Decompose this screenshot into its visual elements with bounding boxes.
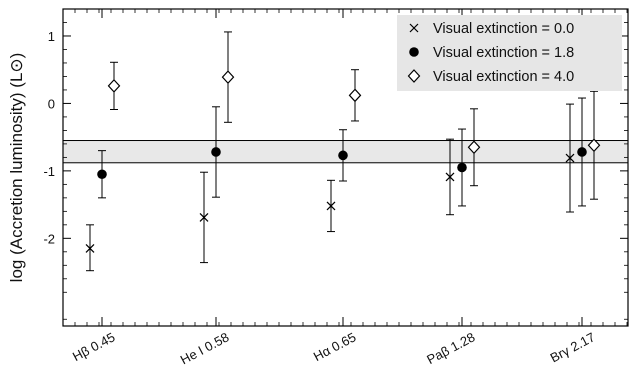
legend-marker (409, 23, 419, 33)
data-point (199, 212, 209, 222)
x-marker-stroke (445, 172, 455, 182)
x-marker-stroke (199, 212, 209, 222)
x-marker-stroke (565, 153, 575, 163)
data-point (85, 244, 95, 253)
y-tick-label: -2 (43, 231, 55, 246)
data-point (348, 88, 362, 103)
series-diamond (107, 31, 601, 200)
x-tick-label: Hα 0.65 (311, 329, 359, 364)
data-point (326, 201, 336, 211)
y-axis-label: log (Accretion luminosity) (L⊙) (7, 53, 26, 283)
y-tick-label: 0 (48, 96, 55, 111)
x-tick-label: Brγ 2.17 (548, 329, 598, 365)
legend-box (397, 15, 622, 91)
legend-marker (407, 69, 421, 83)
data-point (565, 153, 575, 163)
data-point (97, 169, 107, 180)
data-point (211, 147, 221, 157)
data-point (587, 138, 601, 153)
series-x (85, 103, 575, 272)
legend-marker (409, 47, 419, 57)
legend-label: Visual extinction = 0.0 (433, 21, 574, 37)
data-point (467, 140, 481, 155)
y-tick-label: 1 (48, 29, 55, 44)
data-point (221, 70, 235, 85)
series-circle (97, 97, 587, 207)
x-marker-stroke (409, 23, 419, 33)
data-points-layer (85, 31, 601, 272)
data-point (107, 79, 121, 93)
legend: Visual extinction = 0.0 Visual extinction… (397, 15, 622, 91)
x-marker-stroke (326, 201, 336, 211)
x-tick-label: Hβ 0.45 (70, 329, 117, 364)
plot-frame (62, 8, 629, 327)
y-tick-label: -1 (43, 164, 55, 179)
x-tick-label: He I 0.58 (178, 329, 232, 367)
x-marker-stroke (85, 244, 95, 253)
data-point (445, 172, 455, 182)
legend-label: Visual extinction = 4.0 (433, 69, 574, 85)
data-point (577, 147, 587, 157)
x-tick-label: Paβ 1.28 (424, 329, 477, 367)
legend-label: Visual extinction = 1.8 (433, 45, 574, 61)
data-point (457, 162, 467, 173)
data-point (338, 150, 348, 161)
